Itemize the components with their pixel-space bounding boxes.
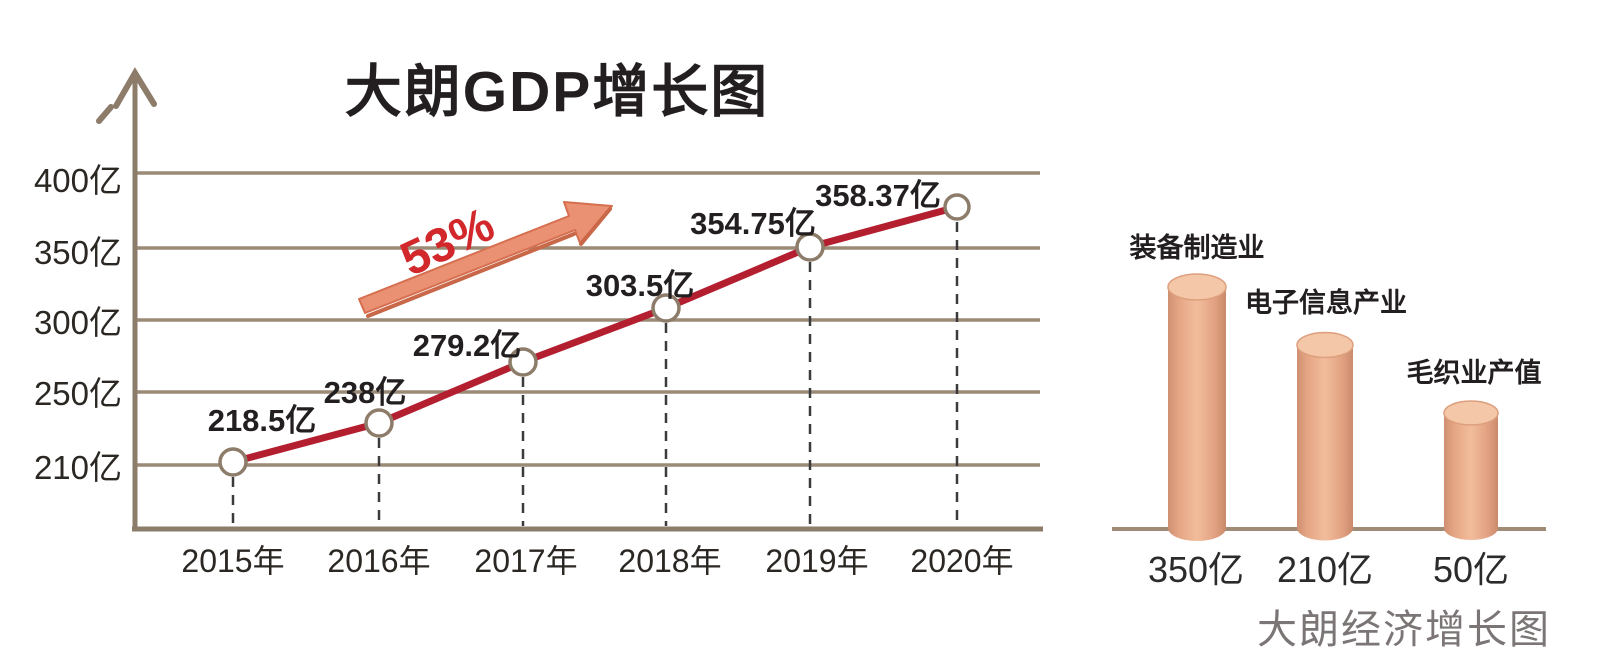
bar-value-label: 350亿 <box>1148 549 1244 590</box>
point-value-labels: 218.5亿 238亿 279.2亿 303.5亿 354.75亿 358.37… <box>208 178 941 438</box>
gridlines <box>135 171 1040 467</box>
point-label: 303.5亿 <box>586 268 695 303</box>
point-label: 354.75亿 <box>690 206 816 241</box>
point-label: 238亿 <box>324 375 407 410</box>
y-tick-labels: 400亿 350亿 300亿 250亿 210亿 <box>34 162 122 486</box>
y-tick: 400亿 <box>34 162 122 199</box>
x-tick: 2020年 <box>910 543 1013 579</box>
data-point-markers <box>218 193 971 477</box>
data-point-marker <box>943 193 971 221</box>
bar-cylinder <box>1167 273 1227 541</box>
bar-value-label: 50亿 <box>1433 549 1509 590</box>
bar-cylinder <box>1296 331 1354 541</box>
point-label: 279.2亿 <box>413 328 522 363</box>
x-tick: 2016年 <box>327 543 430 579</box>
gdp-line <box>229 203 961 466</box>
point-label: 358.37亿 <box>815 178 941 213</box>
industry-bar-chart: 装备制造业 电子信息产业 毛织业产值 350亿 210亿 50亿 大朗经济增长图 <box>1112 233 1551 652</box>
y-tick: 250亿 <box>34 375 122 412</box>
data-point-marker <box>795 232 825 262</box>
x-tick: 2015年 <box>181 543 284 579</box>
cylinder-top <box>1167 273 1227 301</box>
data-point-marker <box>364 408 394 438</box>
bar-category-label: 毛织业产值 <box>1407 358 1542 388</box>
cylinder-top <box>1296 331 1354 359</box>
cylinder-top <box>1443 400 1499 426</box>
y-tick: 300亿 <box>34 304 122 341</box>
x-tick-labels: 2015年 2016年 2017年 2018年 2019年 2020年 <box>181 543 1013 579</box>
bar-value-label: 210亿 <box>1277 549 1373 590</box>
y-axis-arrow-icon <box>113 67 157 109</box>
cylinder-body <box>1168 287 1226 528</box>
y-axis-arrow-icon <box>96 104 114 124</box>
growth-arrow-icon <box>358 201 613 318</box>
dashed-guides <box>231 222 959 526</box>
bar-cylinder <box>1443 400 1499 540</box>
y-tick: 350亿 <box>34 234 122 271</box>
data-point-marker <box>651 293 681 323</box>
x-tick: 2019年 <box>765 543 868 579</box>
data-point-marker <box>218 447 248 477</box>
point-label: 218.5亿 <box>208 403 317 438</box>
y-tick: 210亿 <box>34 449 122 486</box>
cylinder-body <box>1444 413 1498 528</box>
gdp-line-chart: 大朗GDP增长图 400亿 350亿 300亿 250亿 210亿 <box>34 60 1043 579</box>
data-point-marker <box>508 347 538 377</box>
x-tick: 2017年 <box>474 543 577 579</box>
cylinder-body <box>1297 345 1353 528</box>
bar-category-label: 装备制造业 <box>1130 233 1265 263</box>
bar-value-labels: 350亿 210亿 50亿 <box>1148 549 1509 590</box>
x-tick: 2018年 <box>618 543 721 579</box>
bar-chart-caption: 大朗经济增长图 <box>1257 608 1551 652</box>
gdp-chart-title: 大朗GDP增长图 <box>345 60 770 124</box>
bar-category-label: 电子信息产业 <box>1245 287 1407 318</box>
